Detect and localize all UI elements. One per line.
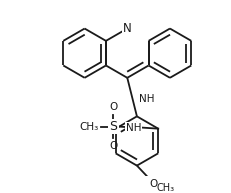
Text: O: O (109, 102, 117, 112)
Text: S: S (109, 120, 117, 133)
Text: NH: NH (126, 123, 141, 133)
Text: NH: NH (139, 94, 155, 104)
Text: O: O (109, 141, 117, 151)
Text: N: N (123, 22, 132, 35)
Text: O: O (150, 179, 158, 189)
Text: CH₃: CH₃ (156, 183, 174, 193)
Text: CH₃: CH₃ (79, 122, 98, 131)
